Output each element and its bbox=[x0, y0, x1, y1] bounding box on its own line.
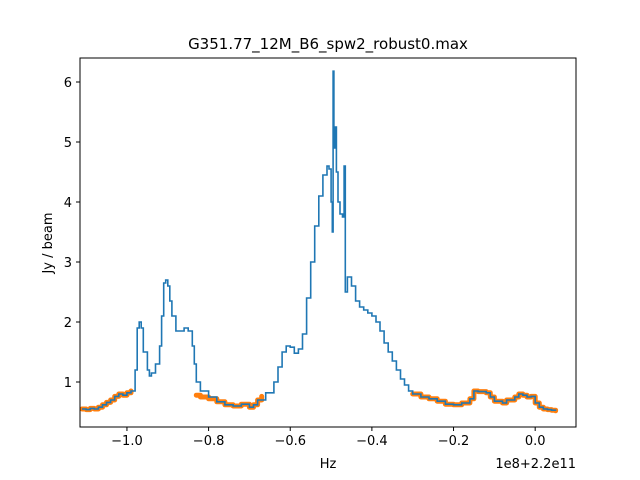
y-tick-label: 6 bbox=[64, 76, 72, 91]
x-tick-label: −0.2 bbox=[438, 434, 470, 449]
y-tick-label: 2 bbox=[64, 316, 72, 331]
x-axis-offset-text: 1e8+2.2e11 bbox=[495, 457, 576, 472]
x-axis-label: Hz bbox=[320, 457, 337, 472]
plot-area bbox=[79, 70, 559, 414]
x-tick-label: −1.0 bbox=[111, 434, 143, 449]
y-tick-label: 5 bbox=[64, 136, 72, 151]
axes-frame bbox=[79, 57, 577, 428]
x-tick-label: −0.6 bbox=[274, 434, 306, 449]
x-tick-label: 0.0 bbox=[525, 434, 546, 449]
y-axis: 1 2 3 4 5 6 bbox=[64, 76, 80, 391]
y-tick-label: 3 bbox=[64, 256, 72, 271]
y-axis-label: Jy / beam bbox=[41, 212, 56, 274]
x-tick-label: −0.4 bbox=[356, 434, 388, 449]
y-tick-label: 1 bbox=[64, 376, 72, 391]
x-tick-label: −0.8 bbox=[193, 434, 225, 449]
x-axis: −1.0 −0.8 −0.6 −0.4 −0.2 0.0 bbox=[111, 427, 546, 449]
y-tick-label: 4 bbox=[64, 196, 72, 211]
chart-title: G351.77_12M_B6_spw2_robust0.max bbox=[188, 35, 468, 54]
spectrum-line bbox=[82, 70, 557, 411]
